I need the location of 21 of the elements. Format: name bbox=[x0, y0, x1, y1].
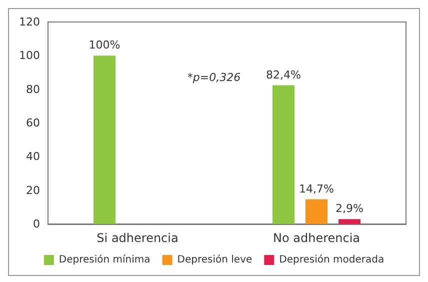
data-label: 2,9% bbox=[336, 202, 364, 216]
y-tick-label: 20 bbox=[26, 184, 40, 197]
y-tick-label: 40 bbox=[26, 150, 40, 164]
y-tick-label: 120 bbox=[19, 16, 40, 28]
bar bbox=[272, 85, 294, 224]
data-label: 100% bbox=[88, 38, 120, 52]
x-tick-label: Si adherencia bbox=[96, 231, 178, 245]
y-tick-label: 80 bbox=[26, 82, 40, 96]
annotation: *p=0,326 bbox=[187, 71, 241, 84]
data-label: 82,4% bbox=[266, 68, 301, 82]
legend-label: Depresión leve bbox=[177, 254, 252, 266]
legend-label: Depresión moderada bbox=[279, 254, 384, 266]
y-tick-label: 60 bbox=[26, 116, 40, 130]
bar bbox=[94, 56, 116, 224]
y-tick-label: 100 bbox=[19, 49, 40, 62]
bar bbox=[306, 199, 328, 224]
bar bbox=[338, 219, 360, 224]
legend-label: Depresión mínima bbox=[58, 254, 150, 266]
data-label: 14,7% bbox=[299, 182, 334, 196]
x-tick-label: No adherencia bbox=[272, 231, 360, 245]
y-tick-label: 0 bbox=[33, 218, 40, 230]
